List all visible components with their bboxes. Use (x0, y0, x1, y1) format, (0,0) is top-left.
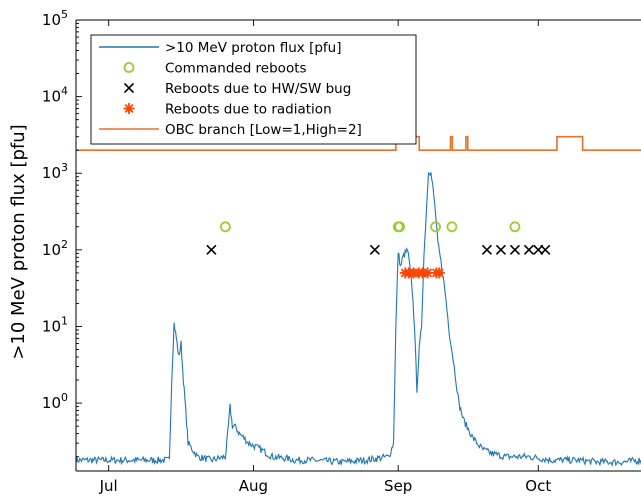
hw-sw-bug-reboot-marker (206, 244, 217, 255)
x-tick-label: Oct (525, 477, 551, 495)
y-tick-label: 104 (42, 85, 68, 106)
proton-flux-line (76, 171, 641, 468)
hw-sw-bug-reboot-marker (523, 244, 534, 255)
x-tick-label: Aug (239, 477, 268, 495)
marker-layer (206, 221, 551, 279)
hw-sw-bug-reboot-marker-b (509, 244, 520, 255)
legend-x-swatch (123, 82, 135, 94)
y-tick-label: 105 (42, 8, 68, 29)
legend-entry-label: >10 MeV proton flux [pfu] (165, 40, 342, 56)
legend-entry-label: Reboots due to radiation (165, 102, 332, 118)
radiation-reboot-marker-ray (434, 268, 444, 278)
commanded-reboot-marker (394, 221, 405, 233)
hw-sw-bug-reboot-marker (540, 244, 551, 255)
y-tick-label: 102 (42, 238, 68, 259)
hw-sw-bug-reboot-marker-b (523, 244, 534, 255)
hw-sw-bug-reboot-marker-b (369, 244, 380, 255)
legend-box (90, 34, 417, 145)
hw-sw-bug-reboot-marker-b (495, 244, 506, 255)
commanded-reboot-marker (430, 221, 441, 233)
hw-sw-bug-reboot-marker (481, 244, 492, 255)
hw-sw-bug-reboot-marker (495, 244, 506, 255)
commanded-reboot-marker (509, 221, 521, 233)
hw-sw-bug-reboot-marker-b (481, 244, 492, 255)
legend-asterisk-swatch (123, 103, 135, 114)
hw-sw-bug-reboot-marker-b (206, 244, 217, 255)
radiation-reboot-marker-ray (423, 268, 433, 278)
y-tick-label: 101 (42, 314, 68, 335)
commanded-reboot-marker (446, 221, 458, 233)
axes-layer: 100 101 102 103 104 105 Jul Aug Sep Oct (42, 8, 641, 495)
y-tick-label: 103 (42, 161, 68, 182)
legend-x-swatch-b (123, 82, 135, 94)
commanded-reboot-marker (220, 221, 231, 233)
legend: >10 MeV proton flux [pfu] Commanded reboo… (90, 34, 417, 145)
y-tick-label: 100 (42, 391, 68, 412)
y-axis-label: >10 MeV proton flux [pfu] (8, 124, 29, 359)
x-tick-label: Sep (384, 477, 412, 495)
legend-asterisk-swatch-ray (124, 103, 134, 114)
legend-entry-label: OBC branch [Low=1,High=2] (165, 122, 362, 138)
hw-sw-bug-reboot-marker (369, 244, 380, 255)
legend-circle-swatch (123, 62, 135, 73)
radiation-reboot-marker (433, 267, 445, 279)
radiation-reboot-marker (422, 267, 434, 279)
legend-entry-label: Reboots due to HW/SW bug (165, 81, 351, 97)
legend-entry-label: Commanded reboots (165, 61, 307, 77)
hw-sw-bug-reboot-marker-b (540, 244, 551, 255)
x-tick-label: Jul (99, 477, 118, 495)
hw-sw-bug-reboot-marker (509, 244, 520, 255)
